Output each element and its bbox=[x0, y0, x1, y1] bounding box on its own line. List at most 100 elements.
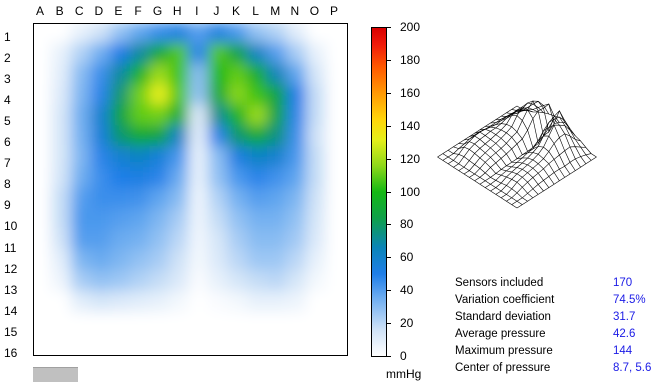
heatmap-cell bbox=[266, 187, 291, 213]
heatmap-cell bbox=[266, 208, 291, 233]
heatmap-cell bbox=[305, 125, 330, 151]
surface-row-line bbox=[469, 131, 550, 188]
heatmap-cell bbox=[110, 208, 134, 233]
row-label-3: 3 bbox=[4, 72, 11, 87]
heatmap-cell bbox=[90, 125, 115, 151]
heatmap-cell bbox=[90, 208, 115, 233]
row-label-9: 9 bbox=[4, 198, 11, 213]
heatmap-cell bbox=[51, 84, 76, 109]
heatmap-cell bbox=[51, 42, 76, 68]
heatmap-cell bbox=[110, 311, 134, 337]
heatmap-cell bbox=[90, 249, 115, 275]
surface-column-line bbox=[479, 122, 560, 185]
heatmap-cell bbox=[149, 146, 173, 171]
heatmap-cell bbox=[188, 208, 213, 233]
column-label-o: O bbox=[309, 4, 320, 18]
scale-label-0: 0 bbox=[400, 349, 407, 363]
heatmap-cell bbox=[286, 228, 310, 254]
stat-row: Sensors included 170 bbox=[455, 275, 651, 292]
heatmap-cell bbox=[227, 270, 252, 295]
heatmap-cell bbox=[51, 290, 76, 316]
heatmap-cell bbox=[90, 146, 115, 171]
heatmap-cell bbox=[90, 24, 115, 47]
heatmap-cell bbox=[286, 104, 310, 130]
heatmap-cell bbox=[286, 332, 310, 355]
heatmap-cell bbox=[34, 332, 56, 355]
heatmap-cell bbox=[247, 249, 271, 275]
stat-value: 42.6 bbox=[613, 328, 636, 340]
row-label-1: 1 bbox=[4, 30, 11, 44]
heatmap-cell bbox=[208, 166, 232, 192]
stat-row: Standard deviation 31.7 bbox=[455, 309, 651, 326]
surface-column-line bbox=[469, 100, 550, 178]
scale-tick bbox=[387, 290, 391, 292]
stat-row: Center of pressure 8.7, 5.6 bbox=[455, 360, 651, 377]
scale-tick bbox=[387, 191, 391, 193]
heatmap-cell bbox=[110, 63, 134, 89]
heatmap-cell bbox=[325, 311, 347, 337]
column-label-f: F bbox=[134, 4, 142, 18]
heatmap-cell bbox=[149, 104, 173, 130]
surface-column-line bbox=[490, 116, 571, 192]
heatmap-cell bbox=[71, 63, 95, 89]
unit-label: mmHg bbox=[386, 367, 422, 381]
heatmap-cell bbox=[90, 228, 115, 254]
heatmap-cell bbox=[149, 187, 173, 213]
surface-column-line bbox=[495, 124, 576, 195]
heatmap-cell bbox=[129, 249, 154, 275]
surface-row-line bbox=[511, 103, 592, 161]
heatmap-cell bbox=[305, 63, 330, 89]
horizontal-scroll-tab[interactable] bbox=[33, 367, 78, 382]
heatmap-cell bbox=[227, 249, 252, 275]
heatmap-cell bbox=[305, 208, 330, 233]
heatmap-cell bbox=[34, 104, 56, 130]
heatmap-cell bbox=[110, 24, 134, 47]
heatmap-cell bbox=[286, 63, 310, 89]
heatmap-cell bbox=[51, 332, 76, 355]
stat-row: Average pressure 42.6 bbox=[455, 326, 651, 343]
heatmap-cell bbox=[286, 24, 310, 47]
heatmap-cell bbox=[71, 84, 95, 109]
column-label-k: K bbox=[231, 4, 240, 18]
heatmap-cell bbox=[71, 187, 95, 213]
heatmap-cell bbox=[71, 228, 95, 254]
heatmap-cell bbox=[34, 63, 56, 89]
heatmap-cell bbox=[110, 104, 134, 130]
heatmap-cell bbox=[247, 332, 271, 355]
scale-label-120: 120 bbox=[400, 151, 421, 166]
row-label-15: 15 bbox=[4, 324, 18, 339]
row-label-12: 12 bbox=[4, 261, 18, 276]
heatmap-cell bbox=[227, 84, 252, 109]
heatmap-cell bbox=[110, 290, 134, 316]
heatmap-cell bbox=[149, 125, 173, 151]
heatmap-cell bbox=[266, 332, 291, 355]
heatmap-cell bbox=[247, 208, 271, 233]
heatmap-cell bbox=[110, 42, 134, 68]
heatmap-cell bbox=[168, 270, 193, 295]
scale-label-20: 20 bbox=[400, 316, 414, 331]
pressure-color-scale bbox=[371, 27, 387, 357]
heatmap-cell bbox=[34, 311, 56, 337]
surface-row-line bbox=[437, 156, 518, 209]
heatmap-cell bbox=[325, 24, 347, 47]
heatmap-cell bbox=[325, 125, 347, 151]
heatmap-cell bbox=[208, 84, 232, 109]
heatmap-cell bbox=[51, 249, 76, 275]
heatmap-cell bbox=[266, 290, 291, 316]
heatmap-cell bbox=[208, 270, 232, 295]
surface-row-line bbox=[447, 149, 528, 202]
heatmap-cell bbox=[247, 42, 271, 68]
row-label-6: 6 bbox=[4, 135, 11, 150]
heatmap-cell bbox=[227, 42, 252, 68]
row-label-16: 16 bbox=[4, 345, 18, 360]
heatmap-cell bbox=[266, 24, 291, 47]
heatmap-cell bbox=[286, 311, 310, 337]
heatmap-cell bbox=[51, 208, 76, 233]
heatmap-cell bbox=[149, 63, 173, 89]
heatmap-cell bbox=[71, 104, 95, 130]
surface-row-line bbox=[458, 141, 539, 195]
column-label-m: M bbox=[270, 4, 281, 18]
heatmap-cell bbox=[305, 270, 330, 295]
scale-label-60: 60 bbox=[400, 250, 414, 265]
heatmap-cell bbox=[227, 125, 252, 151]
